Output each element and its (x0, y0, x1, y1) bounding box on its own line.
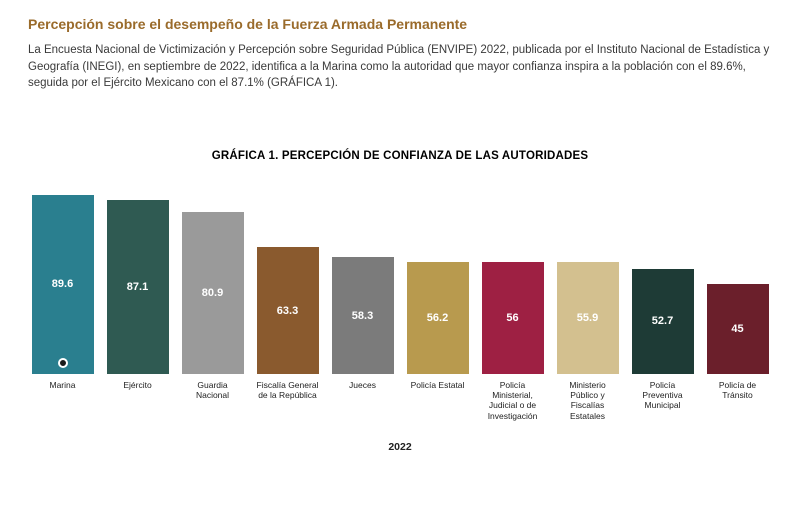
intro-paragraph: La Encuesta Nacional de Victimización y … (28, 42, 772, 92)
bar-value: 63.3 (277, 305, 298, 317)
bar-col: 89.6 (30, 174, 95, 374)
bar-value: 45 (731, 323, 743, 335)
bar-col: 80.9 (180, 174, 245, 374)
bar: 55.9 (557, 262, 619, 374)
x-axis-label: Ministerio Público y Fiscalías Estatales (555, 380, 620, 421)
bar-col: 56.2 (405, 174, 470, 374)
bar: 45 (707, 284, 769, 374)
bar-col: 87.1 (105, 174, 170, 374)
bar-col: 58.3 (330, 174, 395, 374)
x-axis-label: Jueces (330, 380, 395, 421)
x-axis-label: Fiscalía General de la República (255, 380, 320, 421)
bar-value: 87.1 (127, 281, 148, 293)
x-axis-label: Policía Preventiva Municipal (630, 380, 695, 421)
bar: 56.2 (407, 262, 469, 374)
bar: 52.7 (632, 269, 694, 374)
bar-value: 80.9 (202, 287, 223, 299)
bar-chart: 89.6 87.1 80.9 63.3 58.3 56.2 56 55.9 52.7 45 (28, 174, 772, 374)
bar-col: 52.7 (630, 174, 695, 374)
bar: 87.1 (107, 200, 169, 374)
bar-value: 52.7 (652, 315, 673, 327)
x-axis-labels: MarinaEjércitoGuardia NacionalFiscalía G… (28, 374, 772, 421)
bar: 56 (482, 262, 544, 374)
page-root: Percepción sobre el desempeño de la Fuer… (0, 0, 800, 463)
bar: 58.3 (332, 257, 394, 374)
x-axis-label: Policía Ministerial, Judicial o de Inves… (480, 380, 545, 421)
bar-col: 63.3 (255, 174, 320, 374)
bar-value: 55.9 (577, 312, 598, 324)
bar-col: 55.9 (555, 174, 620, 374)
bar: 89.6 (32, 195, 94, 374)
bar: 63.3 (257, 247, 319, 374)
dot-marker-icon (58, 358, 68, 368)
x-axis-label: Policía Estatal (405, 380, 470, 421)
x-axis-label: Ejército (105, 380, 170, 421)
bar-value: 56.2 (427, 312, 448, 324)
bar-col: 45 (705, 174, 770, 374)
bar-col: 56 (480, 174, 545, 374)
bar-value: 56 (506, 312, 518, 324)
x-axis-label: Policía de Tránsito (705, 380, 770, 421)
bar-value: 89.6 (52, 278, 73, 290)
page-title: Percepción sobre el desempeño de la Fuer… (28, 16, 772, 32)
bar-value: 58.3 (352, 310, 373, 322)
x-axis-label: Guardia Nacional (180, 380, 245, 421)
year-label: 2022 (28, 441, 772, 453)
x-axis-label: Marina (30, 380, 95, 421)
chart-title: GRÁFICA 1. PERCEPCIÓN DE CONFIANZA DE LA… (28, 150, 772, 162)
bar: 80.9 (182, 212, 244, 374)
